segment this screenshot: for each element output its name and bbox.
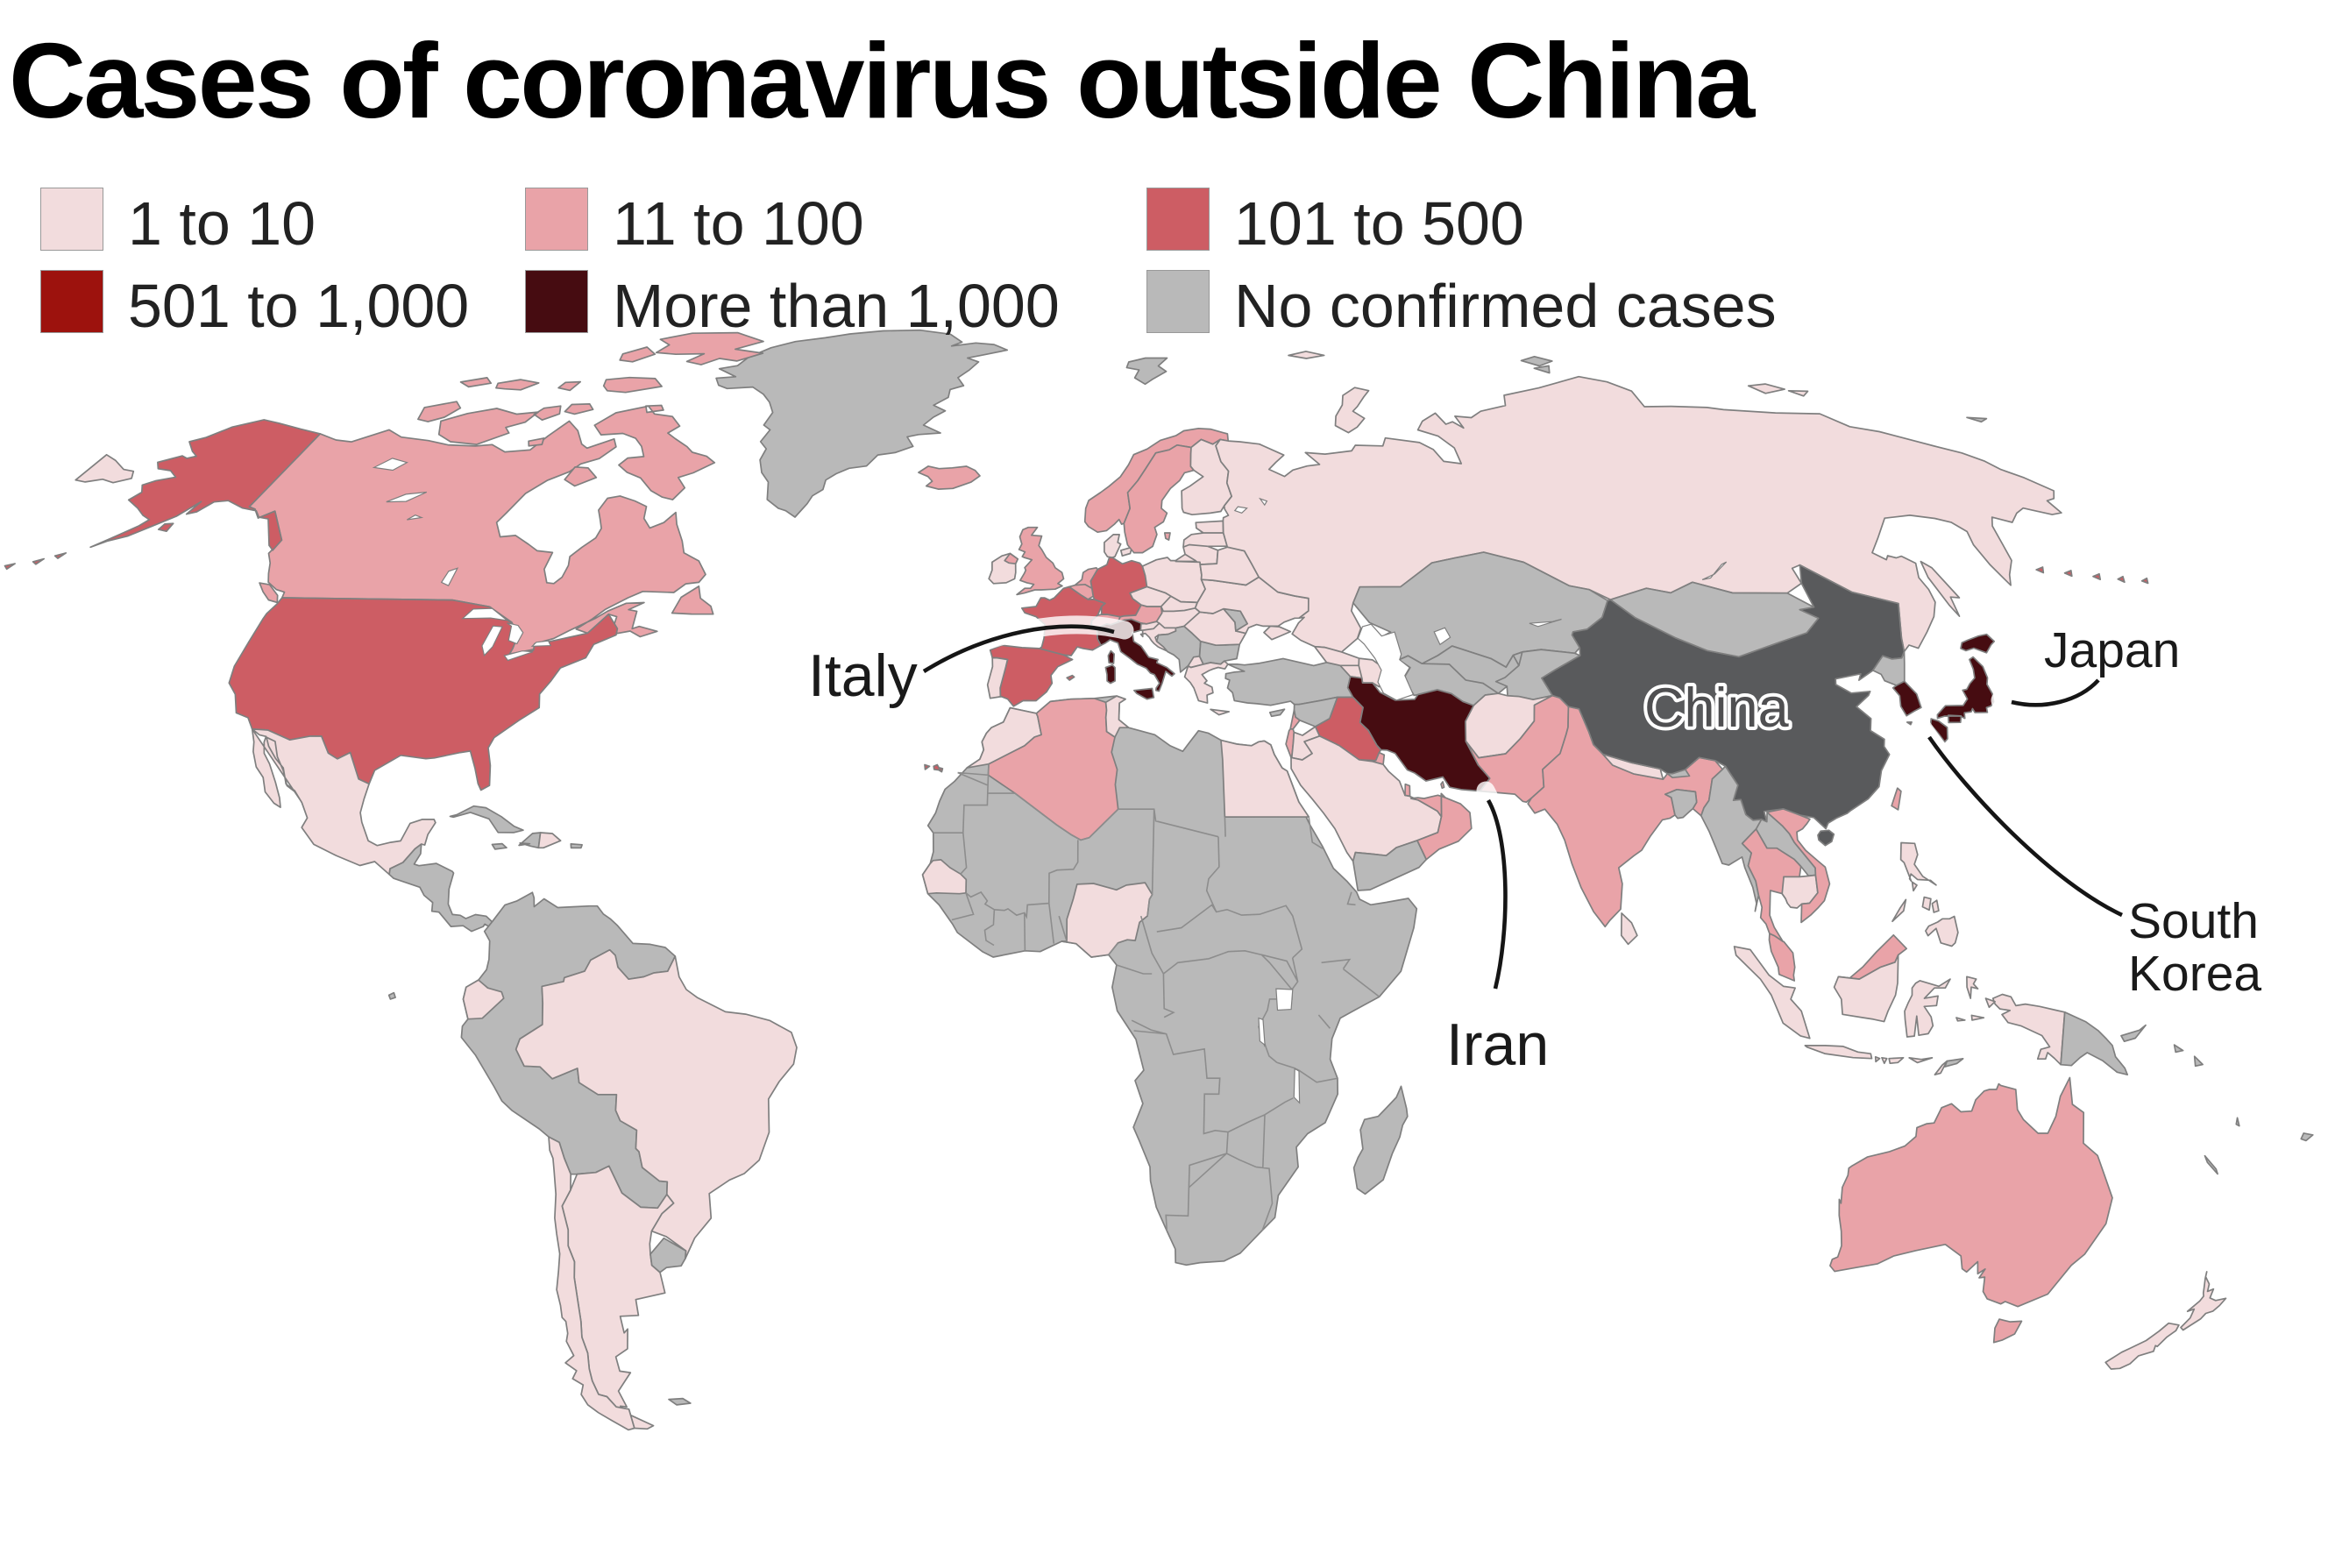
svg-text:South: South — [2128, 893, 2259, 949]
svg-text:Italy: Italy — [808, 642, 918, 709]
svg-text:China: China — [1644, 678, 1790, 739]
svg-text:Iran: Iran — [1446, 1011, 1549, 1078]
svg-text:Japan: Japan — [2044, 622, 2180, 678]
svg-text:Korea: Korea — [2128, 946, 2261, 1002]
